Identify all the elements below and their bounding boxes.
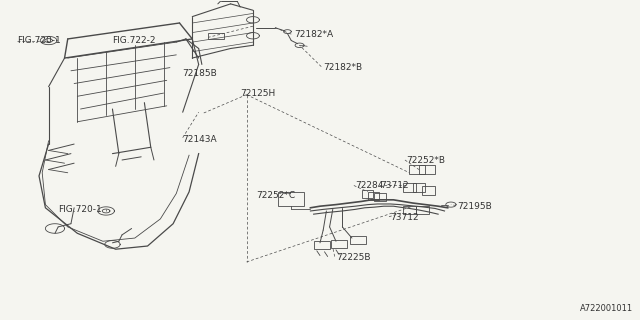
Bar	[350, 236, 366, 244]
Bar	[368, 192, 380, 200]
Text: 72284: 72284	[355, 181, 383, 190]
Bar	[416, 206, 429, 214]
Text: A722001011: A722001011	[580, 304, 633, 313]
Bar	[422, 186, 435, 195]
Bar	[413, 183, 426, 192]
Bar	[403, 206, 416, 214]
Text: 72143A: 72143A	[182, 135, 218, 144]
Text: FIG.720-1: FIG.720-1	[58, 205, 102, 214]
Text: 72225B: 72225B	[336, 253, 371, 262]
Bar	[403, 183, 416, 192]
Text: 72125H: 72125H	[240, 89, 275, 98]
Bar	[419, 165, 435, 174]
Text: 72182*B: 72182*B	[323, 63, 362, 72]
Bar	[314, 241, 330, 249]
Bar	[410, 165, 426, 174]
Text: 72252*B: 72252*B	[406, 156, 445, 164]
Text: 72252*C: 72252*C	[256, 190, 295, 200]
Text: 72185B: 72185B	[182, 69, 218, 78]
Text: FIG.722-2: FIG.722-2	[113, 36, 156, 45]
Text: FIG.720-1: FIG.720-1	[17, 36, 60, 45]
Bar	[362, 190, 373, 198]
Text: 73712: 73712	[381, 181, 410, 190]
Bar	[278, 192, 304, 206]
Bar	[332, 240, 348, 248]
Text: 72182*A: 72182*A	[294, 30, 333, 39]
Bar	[374, 194, 386, 201]
Bar	[208, 33, 224, 39]
Text: 73712: 73712	[390, 213, 419, 222]
Text: 72195B: 72195B	[458, 202, 492, 211]
